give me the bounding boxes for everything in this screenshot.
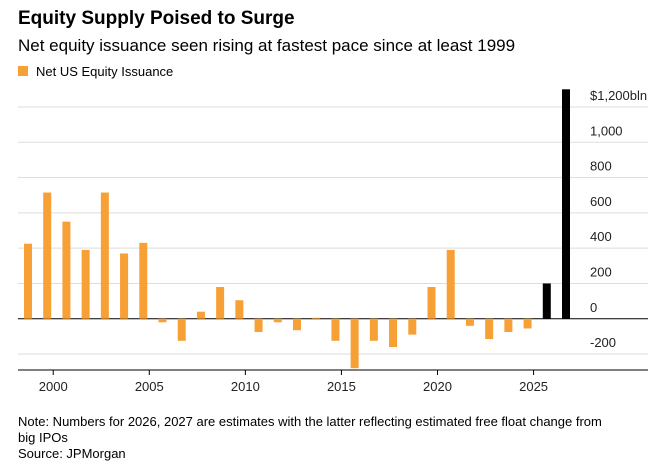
y-tick-label: $1,200bln: [590, 88, 647, 103]
bar: [62, 221, 71, 319]
chart-subtitle: Net equity issuance seen rising at faste…: [18, 36, 515, 55]
legend-label: Net US Equity Issuance: [36, 64, 173, 79]
bar: [293, 318, 301, 331]
bar: [408, 318, 417, 335]
note: Note: Numbers for 2026, 2027 are estimat…: [18, 414, 602, 445]
bar: [177, 318, 186, 341]
y-tick-label: 800: [590, 159, 612, 174]
bar: [465, 318, 474, 326]
footnote: Note: Numbers for 2026, 2027 are estimat…: [18, 414, 618, 462]
bar: [350, 318, 359, 369]
y-tick-label: 400: [590, 229, 612, 244]
bar: [43, 192, 52, 319]
bar: [389, 318, 398, 347]
y-tick-label: 200: [590, 264, 612, 279]
x-tick-label: 2015: [327, 379, 356, 394]
bar: [100, 192, 109, 319]
bar: [312, 317, 321, 319]
bar: [158, 318, 167, 323]
bar: [81, 249, 90, 319]
y-tick-label: 0: [590, 300, 597, 315]
source: Source: JPMorgan: [18, 446, 126, 461]
y-tick-label: 600: [590, 194, 612, 209]
bar: [24, 243, 32, 319]
bar: [216, 286, 225, 319]
y-tick-label: 1,000: [590, 123, 623, 138]
bar: [254, 318, 263, 332]
x-tick-label: 2025: [519, 379, 548, 394]
bar: [562, 89, 570, 319]
bar: [542, 283, 551, 319]
legend-swatch: [18, 66, 28, 76]
bar: [485, 318, 494, 340]
bar: [446, 249, 455, 319]
bar: [273, 318, 282, 323]
x-tick-label: 2010: [231, 379, 260, 394]
bar: [331, 318, 340, 341]
bar: [523, 318, 532, 329]
chart-title: Equity Supply Poised to Surge: [18, 8, 295, 29]
bar: [427, 286, 436, 319]
x-tick-label: 2020: [423, 379, 452, 394]
bar: [120, 253, 129, 319]
bar: [235, 300, 244, 319]
bar: [196, 311, 205, 319]
footnote-text: Note: Numbers for 2026, 2027 are estimat…: [18, 414, 618, 462]
bar: [504, 318, 513, 332]
bar: [139, 242, 148, 319]
y-tick-label: -200: [590, 335, 616, 350]
x-tick-label: 2005: [135, 379, 164, 394]
x-tick-label: 2000: [39, 379, 68, 394]
bar: [369, 318, 378, 341]
